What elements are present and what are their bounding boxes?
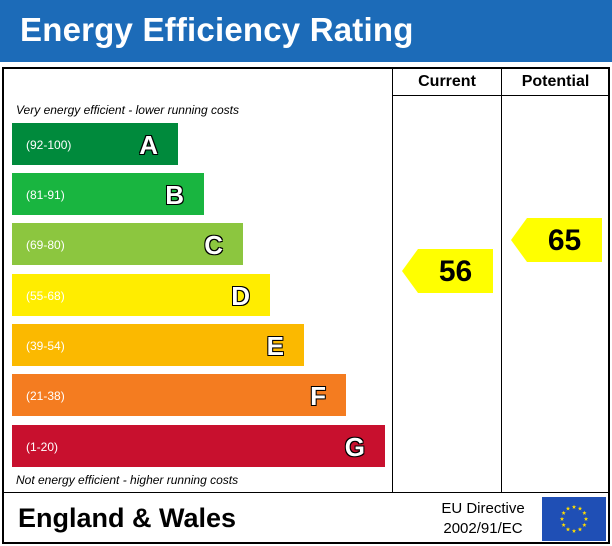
eu-star-icon <box>561 522 566 527</box>
eu-flag-icon <box>542 497 606 541</box>
band-letter-label: G <box>344 432 365 462</box>
band-range-label: (81-91) <box>26 188 65 202</box>
band-letter-label: E <box>266 331 284 361</box>
band-letter-label: A <box>139 130 158 160</box>
rating-band-b: (81-91) B <box>12 173 204 215</box>
region-label: England & Wales <box>18 503 237 533</box>
rating-band-d: (55-68) D <box>12 274 270 316</box>
band-range-label: (55-68) <box>26 289 65 303</box>
eu-star-icon <box>561 510 566 515</box>
eu-star-icon <box>565 527 571 532</box>
rating-band-e: (39-54) E <box>12 324 304 366</box>
band-range-label: (1-20) <box>26 440 59 454</box>
eu-star-icon <box>571 504 577 509</box>
rating-band-f: (21-38) F <box>12 374 346 416</box>
potential-rating-value: 65 <box>547 224 582 257</box>
page-title: Energy Efficiency Rating <box>20 11 414 48</box>
header-bar: Energy Efficiency Rating <box>0 0 612 62</box>
eu-star-icon <box>583 516 589 521</box>
rating-band-c: (69-80) C <box>12 223 243 265</box>
band-letter-label: C <box>204 230 223 260</box>
eu-star-icon <box>559 516 565 521</box>
band-range-label: (39-54) <box>26 339 65 353</box>
potential-rating-arrow: 65 <box>511 218 602 262</box>
column-header-potential: Potential <box>521 73 590 90</box>
directive-line-2: 2002/91/EC <box>443 520 523 537</box>
band-range-label: (21-38) <box>26 389 65 403</box>
eu-star-icon <box>565 506 571 511</box>
column-divider-potential <box>501 68 502 492</box>
eu-star-icon <box>577 527 583 532</box>
band-range-label: (69-80) <box>26 238 65 252</box>
footer-row-divider <box>3 492 609 493</box>
eu-star-icon <box>582 510 587 515</box>
directive-line-1: EU Directive <box>441 500 525 517</box>
current-rating-arrow: 56 <box>402 249 493 293</box>
band-letter-label: B <box>165 180 184 210</box>
band-range-label: (92-100) <box>26 138 72 152</box>
current-rating-value: 56 <box>438 255 473 288</box>
band-letter-label: D <box>231 281 250 311</box>
eu-star-icon <box>582 522 587 527</box>
eu-star-icon <box>577 506 583 511</box>
rating-band-a: (92-100) A <box>12 123 178 165</box>
note-efficient: Very energy efficient - lower running co… <box>16 103 239 117</box>
column-divider-current <box>392 68 393 492</box>
note-inefficient: Not energy efficient - higher running co… <box>16 473 239 487</box>
rating-band-g: (1-20) G <box>12 425 385 467</box>
eu-star-icon <box>571 528 577 533</box>
band-letter-label: F <box>310 381 326 411</box>
column-header-current: Current <box>418 73 476 90</box>
header-row-divider <box>392 95 609 96</box>
